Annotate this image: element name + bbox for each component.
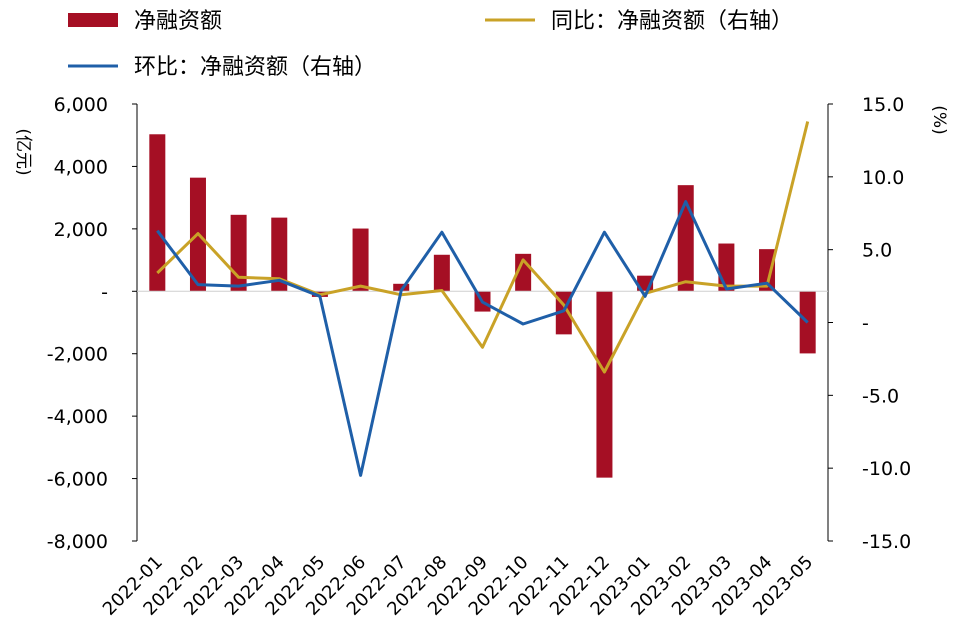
line-series xyxy=(156,121,810,477)
left-tick-label: 4,000 xyxy=(54,156,108,178)
right-axis: 15.0 10.0 5.0 - -5.0 -10.0 -15.0 xyxy=(827,94,911,553)
bar-series xyxy=(149,134,816,478)
left-tick-label: -8,000 xyxy=(47,531,108,553)
bar xyxy=(149,134,166,292)
legend: 净融资额 同比：净融资额（右轴） 环比：净融资额（右轴） xyxy=(68,9,793,80)
right-tick-label: -15.0 xyxy=(862,531,911,553)
bar xyxy=(271,217,288,292)
left-tick-label: 2,000 xyxy=(54,219,108,241)
right-tick-label: 5.0 xyxy=(862,240,892,262)
bar xyxy=(433,254,450,292)
right-tick-label: - xyxy=(862,313,869,335)
mom-line xyxy=(156,200,809,477)
bar xyxy=(230,214,247,292)
legend-label: 环比：净融资额（右轴） xyxy=(134,55,376,80)
left-tick-label: -4,000 xyxy=(47,406,108,428)
right-tick-label: 15.0 xyxy=(862,94,904,116)
left-tick-label: -2,000 xyxy=(47,344,108,366)
left-axis: 6,000 4,000 2,000 - -2,000 -4,000 -6,000 -8,000 xyxy=(47,94,138,553)
bar xyxy=(393,283,410,292)
left-axis-unit: (亿元) xyxy=(13,128,33,175)
legend-label: 同比：净融资额（右轴） xyxy=(551,9,793,34)
right-axis-unit: (%) xyxy=(929,105,949,134)
x-axis: 2022-012022-022022-032022-042022-052022-… xyxy=(99,552,817,620)
left-tick-label: -6,000 xyxy=(47,469,108,491)
right-tick-label: -5.0 xyxy=(862,385,899,407)
bar xyxy=(596,291,613,478)
left-tick-label: 6,000 xyxy=(54,94,108,116)
bar xyxy=(759,249,776,292)
right-tick-label: 10.0 xyxy=(862,167,904,189)
legend-swatch-bar xyxy=(68,13,118,27)
right-tick-label: -10.0 xyxy=(862,458,911,480)
yoy-line xyxy=(156,121,810,374)
bar xyxy=(352,228,369,292)
left-tick-label: - xyxy=(101,281,108,303)
legend-label: 净融资额 xyxy=(134,9,222,34)
